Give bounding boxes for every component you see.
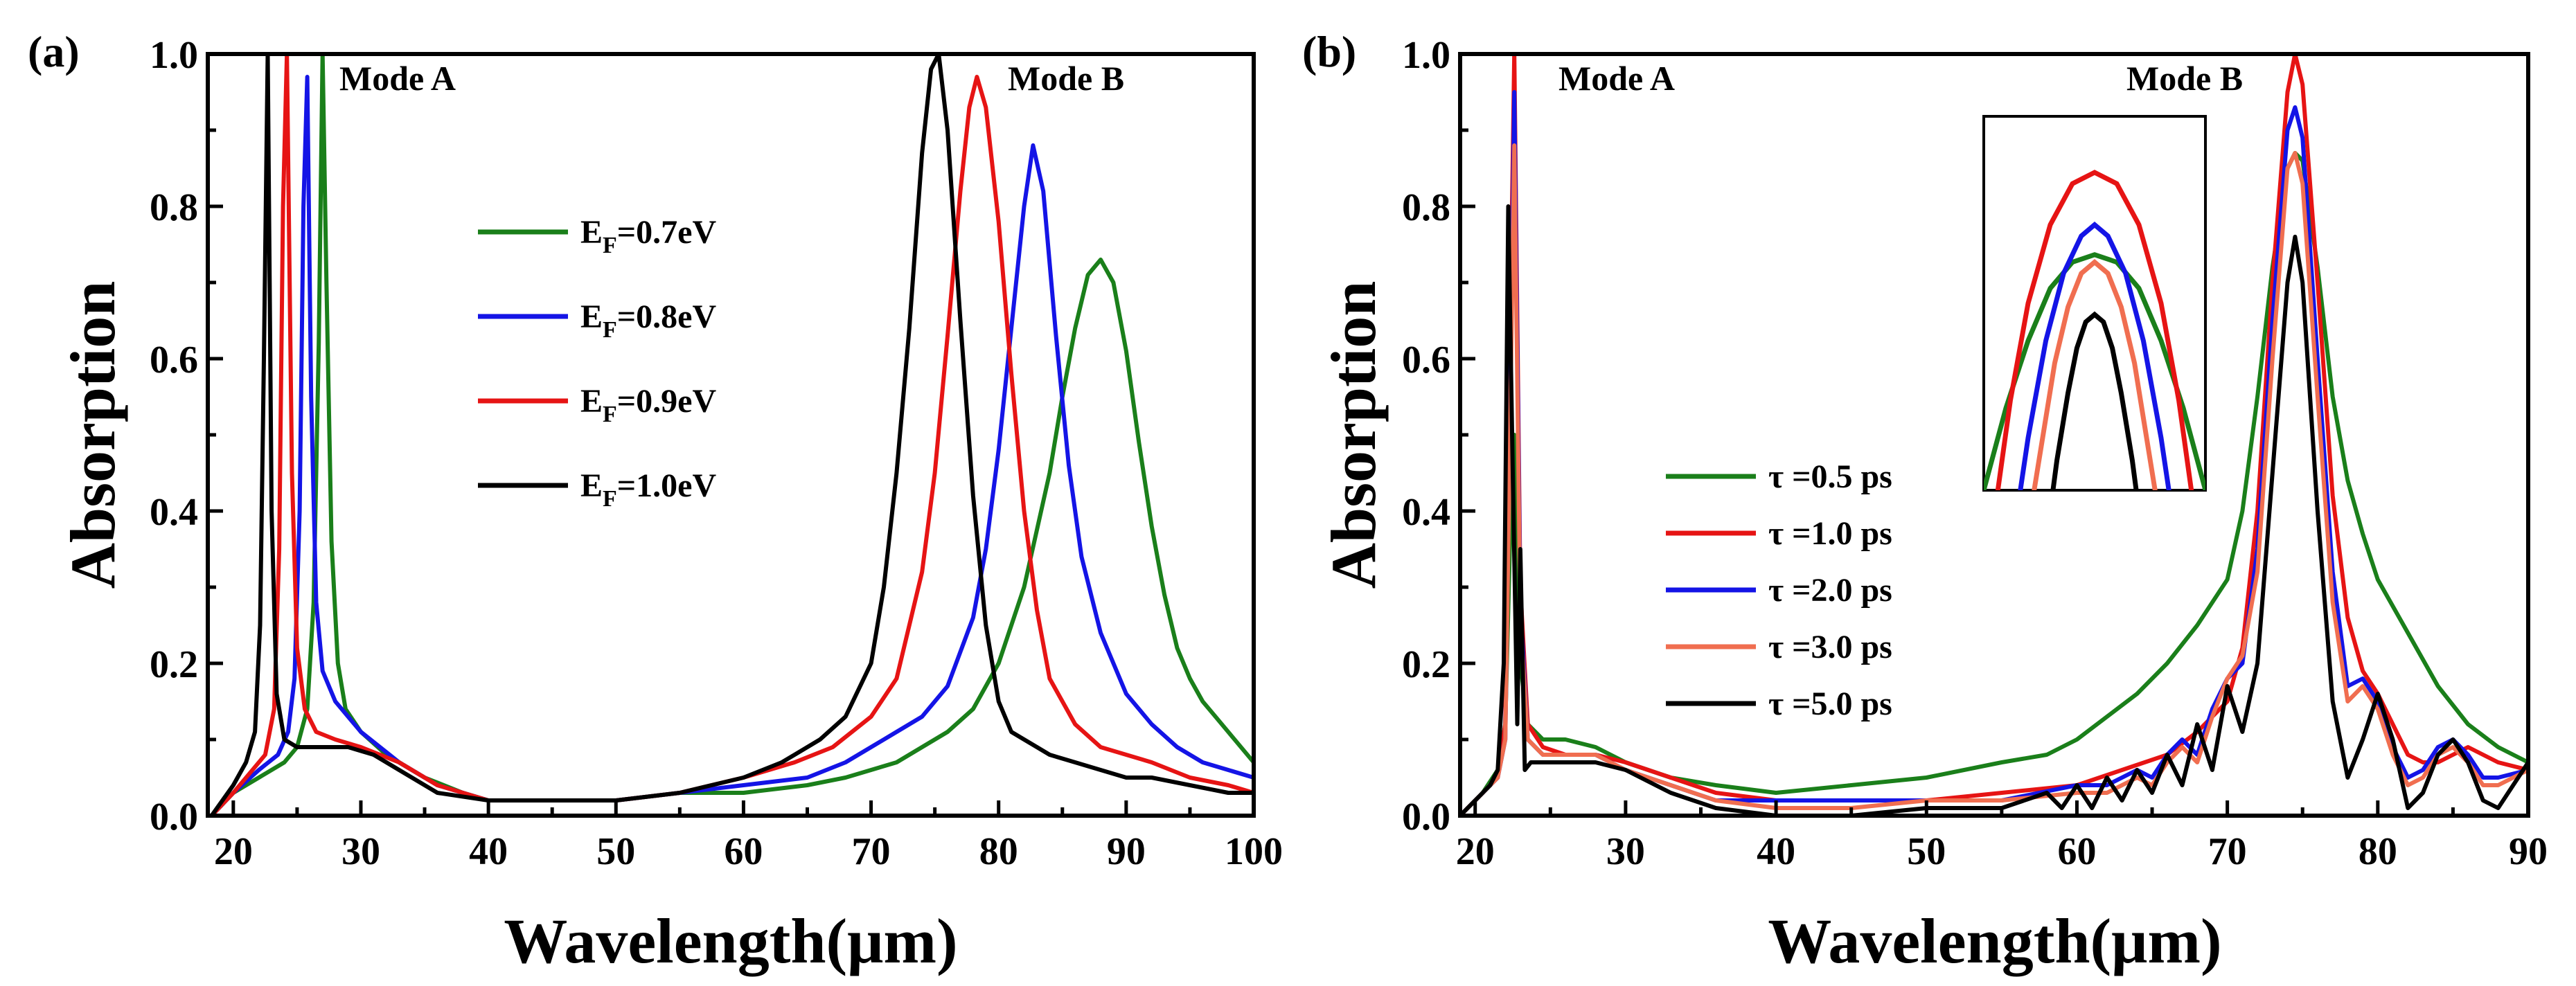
panel-a-legend-label-1: EF=0.7eV	[580, 214, 716, 258]
panel-a-series-line-3	[209, 54, 1254, 816]
panel-b-x-tick-label: 30	[1606, 830, 1645, 873]
panel-b-x-tick-label: 70	[2208, 830, 2247, 873]
panel-b-legend: τ =0.5 ps τ =1.0 ps τ =2.0 ps τ =3.0 ps τ =5…	[1666, 458, 1892, 722]
panel-b-y-ticks: 0.0 0.2 0.4 0.6 0.8 1.0	[1402, 34, 1475, 839]
panel-a-series-line-4	[209, 54, 1254, 816]
panel-a-chart: (a) 20 30 40 50 60 70 80 90 100 0.0 0.2 0.4 0.6 0.8 1…	[28, 27, 1283, 976]
panel-b-y-tick-label: 0.2	[1402, 643, 1450, 686]
panel-a-mode-a-label: Mode A	[339, 59, 456, 98]
panel-a-y-tick-label: 0.0	[150, 796, 198, 839]
panel-b-x-axis-title: Wavelength(μm)	[1768, 906, 2221, 976]
panel-b-x-tick-label: 50	[1907, 830, 1946, 873]
panel-b-legend-label-3: τ =2.0 ps	[1768, 572, 1892, 609]
panel-a-mode-b-label: Mode B	[1008, 59, 1124, 98]
panel-a-legend: EF=0.7eV EF=0.8eV EF=0.9eV EF=1.0eV	[478, 214, 716, 512]
panel-b-y-tick-label: 0.4	[1402, 491, 1450, 534]
panel-b-inset-series-line-1	[1984, 252, 2205, 490]
panel-b-inset	[1982, 115, 2207, 492]
panel-a-y-axis-title: Absorption	[57, 281, 128, 589]
panel-b-legend-label-5: τ =5.0 ps	[1768, 685, 1892, 722]
panel-b-y-tick-label: 0.8	[1402, 186, 1450, 229]
panel-b-y-tick-label: 0.0	[1402, 796, 1450, 839]
panel-a-x-tick-label: 40	[469, 830, 508, 873]
panel-a-x-tick-label: 60	[724, 830, 763, 873]
panel-a-x-tick-label: 50	[596, 830, 635, 873]
panel-b-x-tick-label: 60	[2057, 830, 2096, 873]
panel-a-legend-label-4: EF=1.0eV	[580, 467, 716, 512]
panel-b-inset-series	[1984, 170, 2205, 490]
panel-a-series-line-1	[209, 54, 1254, 816]
panel-b-inset-series-line-4	[2032, 259, 2158, 490]
panel-a-x-tick-label: 90	[1107, 830, 1146, 873]
panel-b-y-axis-title: Absorption	[1318, 281, 1389, 589]
panel-a-y-tick-label: 1.0	[150, 34, 198, 77]
panel-b-x-tick-label: 40	[1757, 830, 1795, 873]
panel-b-legend-label-4: τ =3.0 ps	[1768, 629, 1892, 665]
panel-b-label: (b)	[1302, 27, 1356, 76]
panel-a-x-tick-label: 80	[979, 830, 1018, 873]
panel-b-mode-b-label: Mode B	[2126, 59, 2243, 98]
panel-a-series-line-2	[209, 75, 1254, 816]
panel-a-y-ticks: 0.0 0.2 0.4 0.6 0.8 1.0	[150, 34, 223, 839]
panel-b-series-line-5	[1460, 204, 2528, 816]
panel-a-x-axis-title: Wavelength(μm)	[504, 906, 957, 976]
panel-b-x-tick-label: 80	[2359, 830, 2397, 873]
panel-b-plot-frame	[1458, 52, 2530, 818]
panel-a-x-tick-label: 70	[852, 830, 891, 873]
panel-a-series	[209, 54, 1254, 816]
panel-a-y-tick-label: 0.6	[150, 339, 198, 382]
panel-a-legend-label-2: EF=0.8eV	[580, 298, 716, 343]
panel-a-legend-label-3: EF=0.9eV	[580, 383, 716, 427]
panel-b-x-tick-label: 20	[1456, 830, 1495, 873]
panel-b-inset-frame	[1982, 115, 2207, 492]
panel-b-chart: (b) 20 30 40 50 60 70 80 90 0.00.20.40.60.81.0 …	[1302, 27, 2548, 976]
panel-b-series	[1460, 54, 2528, 816]
panel-b-inset-series-line-5	[2050, 311, 2139, 490]
panel-a-y-tick-label: 0.2	[150, 643, 198, 686]
panel-b-inset-series-line-2	[1995, 170, 2194, 490]
panel-b-y-tick-label: 1.0	[1402, 34, 1450, 77]
panel-a-y-tick-label: 0.4	[150, 491, 198, 534]
panel-a-x-tick-label: 100	[1225, 830, 1283, 873]
panel-a-x-tick-label: 30	[341, 830, 380, 873]
panel-a-label: (a)	[28, 27, 80, 76]
panel-b-x-ticks: 20 30 40 50 60 70 80 90	[1456, 800, 2548, 873]
panel-a-x-tick-label: 20	[214, 830, 253, 873]
panel-b-legend-label-2: τ =1.0 ps	[1768, 515, 1892, 552]
panel-a-y-tick-label: 0.8	[150, 186, 198, 229]
panel-b-legend-label-1: τ =0.5 ps	[1768, 458, 1892, 495]
panel-a-x-ticks: 20 30 40 50 60 70 80 90 100	[214, 800, 1283, 873]
panel-a-plot-frame	[206, 52, 1256, 818]
panel-b-x-tick-label: 90	[2509, 830, 2548, 873]
panel-b-inset-series-line-3	[2018, 222, 2171, 490]
panel-b-mode-a-label: Mode A	[1558, 59, 1675, 98]
panel-b-y-tick-label: 0.6	[1402, 339, 1450, 382]
